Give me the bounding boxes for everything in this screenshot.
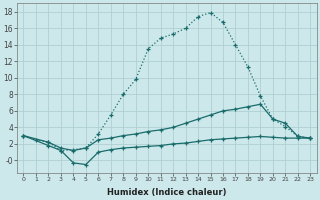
- X-axis label: Humidex (Indice chaleur): Humidex (Indice chaleur): [107, 188, 227, 197]
